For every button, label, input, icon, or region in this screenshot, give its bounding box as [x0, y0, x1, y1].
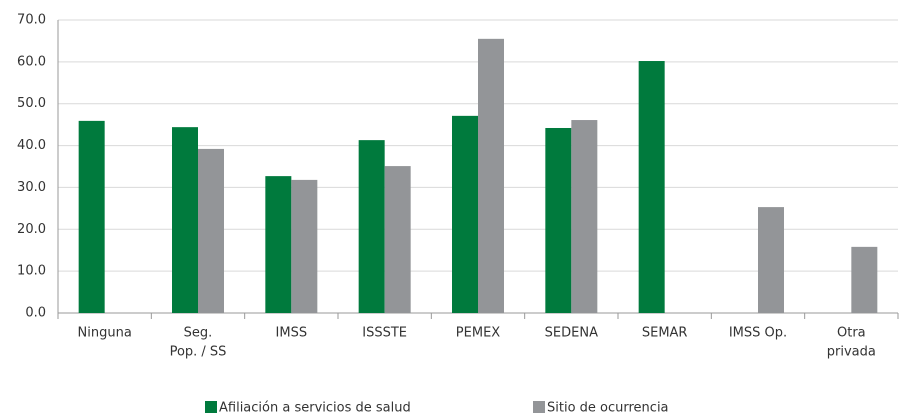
bar: [172, 127, 198, 313]
x-tick-label: IMSS: [276, 326, 308, 341]
x-tick-label: Otra: [837, 326, 866, 341]
y-tick-label: 30.0: [17, 180, 46, 195]
x-tick-label: Pop. / SS: [170, 345, 227, 360]
x-tick-label: IMSS Op.: [729, 326, 787, 341]
legend-swatch: [205, 401, 217, 413]
bar: [638, 61, 665, 313]
x-tick-label: ISSSTE: [362, 326, 407, 341]
x-tick-label: Seg.: [184, 326, 213, 341]
bar: [198, 148, 224, 313]
bar: [545, 127, 572, 314]
y-tick-label: 70.0: [17, 13, 46, 28]
legend-swatch: [533, 401, 545, 413]
x-tick-label: PEMEX: [456, 326, 500, 341]
y-tick-label: 20.0: [17, 222, 46, 237]
x-tick-label: Ninguna: [78, 326, 132, 341]
legend-label: Afiliación a servicios de salud: [219, 401, 411, 416]
bar: [265, 176, 292, 313]
bar: [571, 120, 598, 313]
x-tick-label: SEMAR: [642, 326, 688, 341]
bar: [452, 115, 478, 313]
x-tick-label: privada: [827, 345, 876, 360]
bar: [291, 179, 318, 313]
bar: [478, 38, 504, 313]
bar: [384, 166, 411, 313]
x-tick-label: SEDENA: [545, 326, 598, 341]
bar: [358, 140, 385, 313]
bar: [78, 120, 105, 313]
y-tick-label: 50.0: [17, 96, 46, 111]
legend-label: Sitio de ocurrencia: [547, 401, 669, 416]
y-tick-label: 10.0: [17, 264, 46, 279]
bar: [851, 246, 878, 313]
bar: [758, 207, 784, 313]
y-tick-label: 60.0: [17, 54, 46, 69]
y-tick-label: 40.0: [17, 138, 46, 153]
y-tick-label: 0.0: [25, 306, 46, 321]
